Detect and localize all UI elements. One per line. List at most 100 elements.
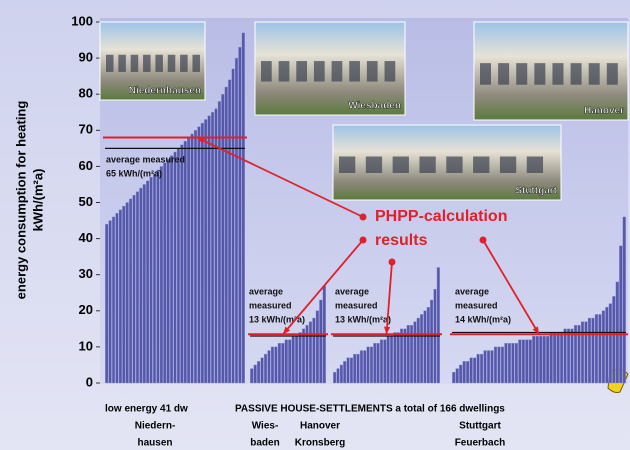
bar bbox=[514, 343, 518, 384]
bar bbox=[403, 328, 407, 384]
photo-window bbox=[366, 61, 378, 82]
bar bbox=[560, 332, 564, 384]
bar bbox=[270, 346, 275, 384]
bar bbox=[521, 339, 525, 384]
bar bbox=[260, 357, 264, 384]
bar bbox=[214, 108, 218, 384]
bar bbox=[336, 368, 340, 384]
bar bbox=[118, 209, 122, 384]
bar bbox=[231, 68, 235, 384]
bar bbox=[363, 350, 367, 384]
bar bbox=[619, 245, 623, 384]
photo-window bbox=[349, 61, 360, 82]
annotation: 14 kWh/(m²a) bbox=[455, 314, 511, 324]
annotation: average measured bbox=[106, 154, 185, 164]
photo-window bbox=[588, 63, 600, 85]
callout: results bbox=[375, 232, 428, 249]
bar bbox=[369, 346, 373, 384]
bar bbox=[193, 130, 198, 384]
bar bbox=[594, 314, 599, 384]
bar bbox=[241, 32, 245, 384]
passive-label: PASSIVE HOUSE-SETTLEMENTS a total of 166… bbox=[235, 404, 505, 415]
bar bbox=[601, 310, 605, 384]
y-tick-label: 70 bbox=[79, 122, 93, 137]
bar bbox=[200, 122, 204, 384]
bar bbox=[125, 202, 129, 384]
annotation: 65 kWh/(m²a) bbox=[106, 168, 162, 178]
photo-caption: Wiesbaden bbox=[348, 101, 401, 112]
bar bbox=[221, 93, 225, 384]
bar bbox=[197, 126, 201, 384]
bar bbox=[420, 314, 424, 384]
bar bbox=[152, 173, 157, 384]
photo-window bbox=[155, 54, 163, 72]
bar bbox=[353, 353, 357, 384]
photo-window bbox=[534, 63, 546, 85]
bar bbox=[217, 101, 221, 384]
photo: Hanover bbox=[473, 21, 629, 121]
group-label: Feuerbach bbox=[455, 438, 506, 449]
photo-window bbox=[278, 61, 290, 82]
bar bbox=[528, 339, 532, 384]
bar bbox=[210, 112, 215, 384]
annotation: average bbox=[249, 286, 283, 296]
bar bbox=[207, 115, 211, 384]
photo-window bbox=[167, 54, 176, 72]
callout-arrow bbox=[196, 136, 364, 218]
photo-window bbox=[296, 61, 308, 82]
arrow-head bbox=[283, 326, 291, 335]
bar bbox=[497, 346, 501, 384]
bar bbox=[452, 371, 456, 384]
bar bbox=[142, 184, 146, 384]
bar bbox=[535, 335, 539, 384]
photo-caption: Hanover bbox=[584, 106, 624, 117]
photo-window bbox=[192, 54, 200, 72]
arrow-head bbox=[197, 137, 205, 144]
bar bbox=[573, 325, 578, 384]
y-tick-label: 0 bbox=[86, 374, 93, 389]
bar bbox=[479, 353, 484, 384]
bar bbox=[511, 343, 515, 384]
group-label: Hanover bbox=[300, 421, 340, 432]
y-axis-label-line: energy consumption for heating bbox=[13, 101, 28, 300]
bar bbox=[423, 310, 427, 384]
group-label: baden bbox=[250, 438, 279, 449]
bar bbox=[176, 148, 180, 384]
bar bbox=[159, 166, 163, 384]
bar bbox=[263, 353, 268, 384]
bar bbox=[170, 155, 174, 384]
bar bbox=[436, 267, 440, 384]
photo-window bbox=[473, 156, 490, 173]
bar bbox=[298, 332, 302, 384]
bar bbox=[476, 353, 480, 384]
photo-window bbox=[516, 63, 528, 85]
bar bbox=[139, 187, 143, 384]
callout-arrow bbox=[282, 239, 364, 335]
group-label: hausen bbox=[137, 438, 172, 449]
bar bbox=[373, 343, 377, 384]
callout-dot bbox=[359, 213, 367, 221]
photo-window bbox=[392, 156, 409, 173]
bar bbox=[584, 321, 588, 384]
bar bbox=[183, 140, 187, 384]
bar bbox=[156, 169, 160, 384]
bar bbox=[190, 133, 194, 384]
bar bbox=[570, 328, 574, 384]
bar bbox=[339, 364, 343, 384]
bar bbox=[295, 335, 299, 384]
group-label: Niedern- bbox=[135, 421, 176, 432]
bar bbox=[469, 357, 473, 384]
annotation: measured bbox=[455, 300, 498, 310]
callout-arrow bbox=[385, 261, 393, 335]
bar bbox=[605, 306, 609, 384]
bar bbox=[486, 350, 491, 384]
bar bbox=[135, 191, 140, 384]
bar bbox=[396, 332, 400, 384]
photo-window bbox=[606, 63, 618, 85]
photo-window bbox=[130, 54, 139, 72]
bar bbox=[149, 177, 153, 384]
arrow-head bbox=[383, 326, 391, 335]
bar bbox=[146, 180, 150, 384]
photo-window bbox=[313, 61, 325, 82]
bar bbox=[612, 296, 616, 384]
